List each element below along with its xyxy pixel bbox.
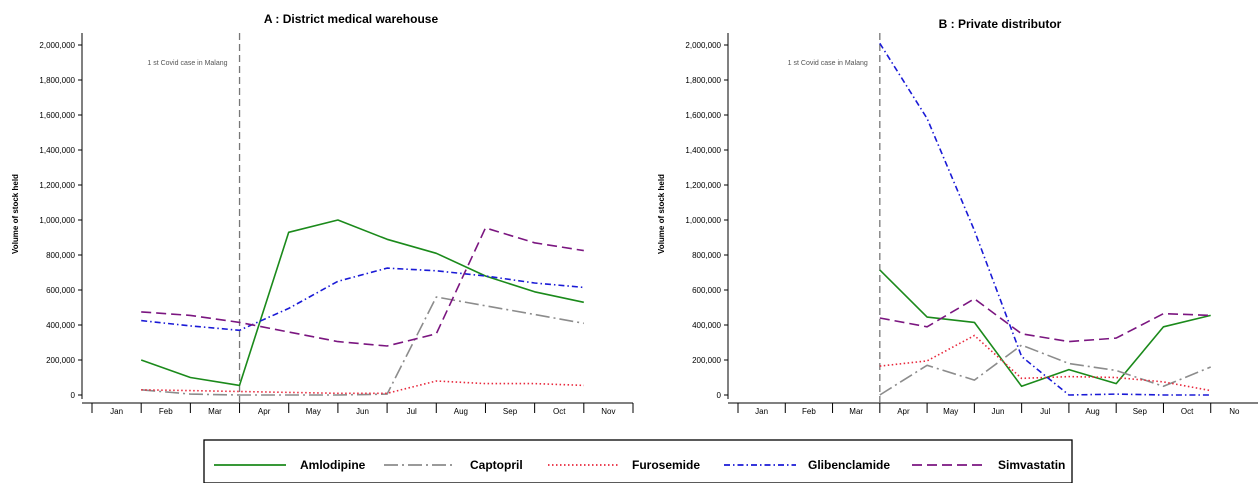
x-tick-label: Oct [553,407,566,416]
y-tick-label: 1,800,000 [39,76,75,85]
panel-district-medical-warehouse: A : District medical warehouse Volume of… [11,12,634,416]
x-tick-label: Jun [992,407,1005,416]
series-line-simvastatin [879,297,1211,343]
series-line-captopril [141,296,584,396]
chart-title: B : Private distributor [939,17,1062,31]
series-line-furosemide [141,380,584,395]
series-line-glibenclamide [879,42,1211,396]
x-tick-label: May [943,407,958,416]
y-tick-label: 1,600,000 [685,111,721,120]
series-line-simvastatin [141,227,584,347]
legend-label-simvastatin: Simvastatin [998,458,1065,472]
x-tick-label: Jun [356,407,369,416]
legend-label-amlodipine: Amlodipine [300,458,366,472]
legend-label-glibenclamide: Glibenclamide [808,458,890,472]
x-tick-label: Jan [110,407,123,416]
y-tick-label: 2,000,000 [685,41,721,50]
y-tick-label: 600,000 [46,286,75,295]
y-tick-label: 0 [717,391,722,400]
y-tick-label: 1,400,000 [39,146,75,155]
covid-annotation: 1 st Covid case in Malang [147,60,227,67]
series-line-amlodipine [879,269,1211,388]
x-tick-label: Apr [258,407,271,416]
series-line-amlodipine [140,219,584,387]
y-tick-label: 1,200,000 [39,181,75,190]
series-line-captopril [879,344,1212,396]
x-tick-label: Nov [601,407,615,416]
y-tick-label: 200,000 [692,356,721,365]
x-tick-label: Mar [208,407,222,416]
series-line-furosemide [879,334,1211,392]
x-tick-label: Aug [1085,407,1099,416]
x-tick-label: Feb [159,407,173,416]
x-tick-label: No [1229,407,1240,416]
y-tick-label: 2,000,000 [39,41,75,50]
chart-title: A : District medical warehouse [264,12,439,26]
x-tick-label: Feb [802,407,816,416]
x-tick-label: Jul [407,407,417,416]
x-tick-label: Oct [1181,407,1194,416]
x-tick-label: Sep [503,407,518,416]
y-axis-label: Volume of stock held [11,174,20,254]
x-tick-label: Apr [897,407,910,416]
y-tick-label: 1,000,000 [685,216,721,225]
y-tick-label: 0 [71,391,76,400]
legend-label-captopril: Captopril [470,458,523,472]
y-tick-label: 800,000 [692,251,721,260]
y-tick-label: 1,000,000 [39,216,75,225]
covid-annotation: 1 st Covid case in Malang [788,60,868,67]
legend-label-furosemide: Furosemide [632,458,700,472]
x-tick-label: May [306,407,321,416]
y-tick-label: 200,000 [46,356,75,365]
x-tick-label: Mar [849,407,863,416]
panel-private-distributor: B : Private distributor Volume of stock … [657,17,1258,416]
y-tick-label: 1,400,000 [685,146,721,155]
y-tick-label: 400,000 [46,321,75,330]
x-tick-label: Aug [454,407,468,416]
x-tick-label: Sep [1133,407,1148,416]
y-tick-label: 400,000 [692,321,721,330]
x-tick-label: Jan [755,407,768,416]
y-tick-label: 1,800,000 [685,76,721,85]
y-tick-label: 1,600,000 [39,111,75,120]
y-axis-label: Volume of stock held [657,174,666,254]
series-line-glibenclamide [141,267,584,332]
y-tick-label: 800,000 [46,251,75,260]
legend: Amlodipine Captopril Furosemide Glibenclami… [203,439,1073,483]
x-tick-label: Jul [1040,407,1050,416]
legend-box [203,439,1073,483]
y-tick-label: 600,000 [692,286,721,295]
y-tick-label: 1,200,000 [685,181,721,190]
